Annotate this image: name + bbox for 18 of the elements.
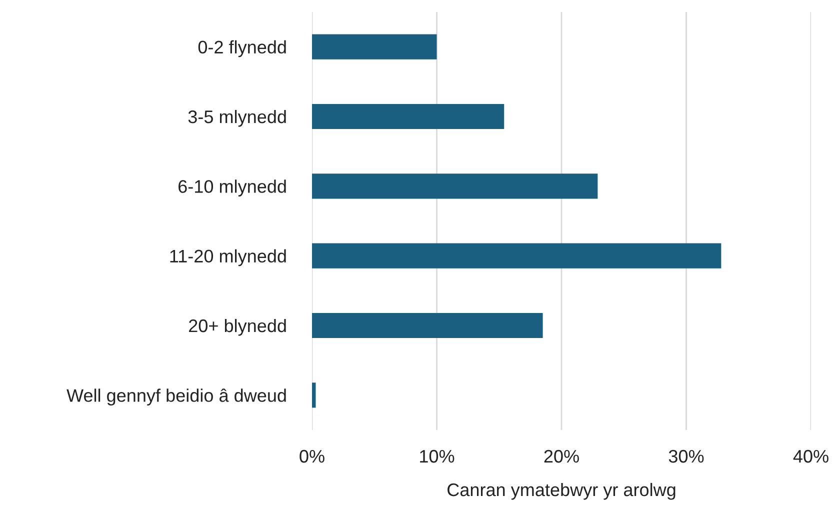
x-tick-label: 30% bbox=[668, 450, 704, 463]
bar bbox=[312, 104, 504, 130]
x-axis-title: Canran ymatebwyr yr arolwg bbox=[448, 482, 676, 500]
x-tick-label: 20% bbox=[544, 450, 579, 463]
y-tick-label: 0-2 flynedd bbox=[198, 40, 286, 58]
x-tick-label: 0% bbox=[300, 450, 324, 463]
y-tick-label: Well gennyf beidio â dweud bbox=[66, 388, 286, 406]
y-tick-label: 11-20 mlynedd bbox=[170, 249, 286, 266]
x-tick-label: 10% bbox=[420, 450, 454, 463]
y-tick-label: 20+ blynedd bbox=[189, 318, 286, 336]
bar bbox=[312, 243, 722, 268]
bar bbox=[312, 34, 437, 60]
x-tick-label: 40% bbox=[793, 450, 828, 463]
bar bbox=[312, 312, 543, 338]
y-tick-label: 6-10 mlynedd bbox=[178, 180, 286, 196]
y-tick-label: 3-5 mlynedd bbox=[188, 110, 286, 127]
bar bbox=[312, 382, 316, 408]
bar bbox=[312, 174, 598, 199]
